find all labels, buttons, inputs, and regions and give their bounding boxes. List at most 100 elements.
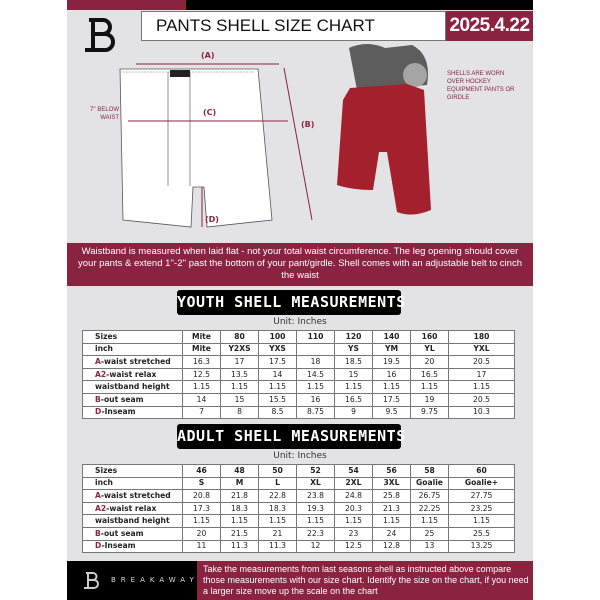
row-label: A2-waist relax	[82, 367, 183, 382]
table-cell: Mite	[182, 342, 221, 357]
table-cell: 1.15	[182, 514, 221, 528]
table-cell: 12.5	[334, 539, 373, 554]
red-shell-shape	[337, 84, 431, 215]
row-label: waistband height	[82, 514, 183, 528]
table-cell: 9	[334, 405, 373, 420]
table-cell: Mite	[182, 330, 221, 344]
row-label: A-waist stretched	[82, 355, 183, 369]
table-cell: 110	[296, 330, 335, 344]
table-cell: 160	[410, 330, 449, 344]
table-cell: 120	[334, 330, 373, 344]
table-cell: 26.75	[410, 489, 449, 503]
table-cell: 50	[258, 464, 297, 478]
table-cell: 18.3	[258, 501, 297, 516]
brand-name: BREAKAWAY	[111, 576, 199, 584]
row-label-text: waistband height	[95, 516, 170, 526]
table-cell: 21	[258, 526, 297, 541]
table-cell: 20	[182, 526, 221, 541]
row-label-text: waistband height	[95, 382, 170, 392]
table-cell: 18	[296, 355, 335, 369]
youth-size-table: Sizes Mite 80 100 110 120 140 160 180 inch Mite Y2X…	[82, 330, 515, 420]
table-row: A-waist stretched 16.3 17 17.5 18 18.5 19.5 20 2…	[82, 355, 515, 369]
row-label-text: -waist relax	[106, 503, 157, 513]
size-chart-page: PANTS SHELL SIZE CHART 2025.4.22 (A) (C)…	[67, 0, 533, 600]
row-label-text: -waist relax	[106, 369, 157, 379]
table-cell: 140	[372, 330, 411, 344]
table-cell: 27.75	[448, 489, 515, 503]
table-cell: 21.5	[220, 526, 259, 541]
label-b: (B)	[301, 120, 315, 129]
table-cell: YXS	[258, 342, 297, 357]
table-cell: 2XL	[334, 476, 373, 491]
table-cell: 16	[372, 367, 411, 382]
row-label-prefix: D	[95, 541, 102, 551]
table-cell: 16.5	[334, 392, 373, 407]
adult-unit: Unit: Inches	[273, 451, 327, 461]
table-cell: 1.15	[334, 380, 373, 394]
table-cell: Goalie+	[448, 476, 515, 491]
table-cell: 1.15	[448, 514, 515, 528]
row-label: A2-waist relax	[82, 501, 183, 516]
table-cell: 21.3	[372, 501, 411, 516]
row-label-text: Sizes	[95, 465, 118, 475]
table-cell: 21.8	[220, 489, 259, 503]
table-cell: YL	[410, 342, 449, 357]
table-cell: 19.3	[296, 501, 335, 516]
table-cell: 8	[220, 405, 259, 420]
label-a: (A)	[201, 51, 215, 60]
row-label: D-Inseam	[82, 405, 183, 420]
table-cell: 3XL	[372, 476, 411, 491]
table-cell: 11.3	[258, 539, 297, 554]
row-label-prefix: B	[95, 394, 101, 404]
table-row: Sizes 46 48 50 52 54 56 58 60	[82, 464, 515, 478]
table-cell: 23	[334, 526, 373, 541]
adult-size-table: Sizes 46 48 50 52 54 56 58 60 inch S M L XL 2XL 3XL Goal…	[82, 464, 515, 554]
row-label-prefix: A2	[95, 503, 107, 513]
row-label-text: -waist stretched	[100, 490, 171, 500]
table-cell: 1.15	[182, 380, 221, 394]
row-label: B-out seam	[82, 392, 183, 407]
row-label: A-waist stretched	[82, 489, 183, 503]
row-label-text: -out seam	[100, 394, 144, 404]
table-cell: 23.25	[448, 501, 515, 516]
pants-diagram: (A) (C) (B) (D) 7'' BELOW WAIST SHELLS A…	[67, 40, 533, 243]
table-cell: L	[258, 476, 297, 491]
table-cell: XL	[296, 476, 335, 491]
table-cell: 20.5	[448, 355, 515, 369]
table-cell: YXL	[448, 342, 515, 357]
table-cell: 60	[448, 464, 515, 478]
table-cell: 17.5	[372, 392, 411, 407]
table-cell: 25.5	[448, 526, 515, 541]
footer-instructions: Take the measurements from last seasons …	[197, 561, 533, 600]
table-cell: S	[182, 476, 221, 491]
table-cell: 14.5	[296, 367, 335, 382]
table-cell: 52	[296, 464, 335, 478]
row-label-prefix: A2	[95, 369, 107, 379]
row-label: B-out seam	[82, 526, 183, 541]
table-cell: 7	[182, 405, 221, 420]
table-cell: 25.8	[372, 489, 411, 503]
table-cell: 100	[258, 330, 297, 344]
table-cell: 16.3	[182, 355, 221, 369]
table-cell: 1.15	[296, 380, 335, 394]
table-cell: 15.5	[258, 392, 297, 407]
table-cell: 17.5	[258, 355, 297, 369]
table-cell: 1.15	[410, 380, 449, 394]
table-cell: Y2XS	[220, 342, 259, 357]
breakaway-logo-icon	[85, 18, 115, 52]
table-cell: 1.15	[258, 514, 297, 528]
table-cell: 8.5	[258, 405, 297, 420]
row-label-text: -Inseam	[101, 541, 136, 551]
table-cell: 16	[296, 392, 335, 407]
table-cell: 18.3	[220, 501, 259, 516]
adult-section-title: ADULT SHELL MEASUREMENTS	[177, 424, 405, 449]
youth-section-title: YOUTH SHELL MEASUREMENTS	[177, 290, 405, 315]
table-cell: 12	[296, 539, 335, 554]
table-cell: 13.25	[448, 539, 515, 554]
page-title: PANTS SHELL SIZE CHART	[141, 11, 446, 41]
below-waist-note: 7'' BELOW WAIST	[90, 107, 119, 121]
shorts-illustration	[119, 44, 431, 228]
table-cell: 19	[410, 392, 449, 407]
table-cell: 15	[220, 392, 259, 407]
measurement-instructions: Waistband is measured when laid flat - n…	[67, 243, 533, 286]
